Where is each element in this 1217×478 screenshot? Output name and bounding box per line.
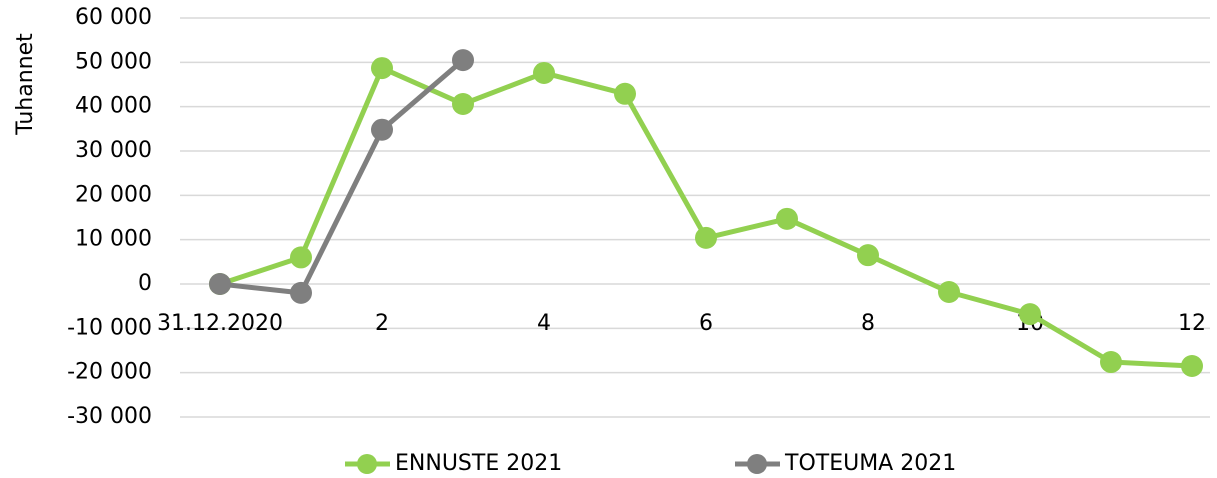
- data-point: [371, 118, 393, 141]
- data-point: [1100, 351, 1122, 374]
- x-tick-label: 8: [861, 311, 875, 336]
- y-tick-label: 20 000: [75, 182, 152, 207]
- legend-marker: [357, 454, 377, 474]
- legend-label: TOTEUMA 2021: [784, 451, 956, 476]
- data-point: [209, 273, 231, 295]
- x-tick-label: 6: [699, 311, 713, 336]
- legend-marker: [747, 454, 767, 474]
- series-line: [219, 58, 465, 296]
- data-point: [290, 246, 312, 269]
- y-tick-label: 40 000: [75, 94, 152, 119]
- data-point: [290, 281, 312, 304]
- legend-label: ENNUSTE 2021: [395, 451, 562, 476]
- y-tick-label: 0: [138, 271, 152, 296]
- x-tick-label: 2: [375, 311, 389, 336]
- y-tick-label: -20 000: [67, 360, 152, 385]
- y-tick-label: 30 000: [75, 138, 152, 163]
- x-tick-label: 12: [1178, 311, 1206, 336]
- data-point: [452, 93, 474, 116]
- y-tick-label: 60 000: [75, 5, 152, 30]
- y-tick-label: 50 000: [75, 49, 152, 74]
- y-tick-label: -10 000: [67, 315, 152, 340]
- data-point: [1181, 355, 1203, 378]
- data-point: [371, 57, 393, 80]
- data-point: [452, 49, 474, 72]
- x-tick-label: 4: [537, 311, 551, 336]
- data-point: [776, 207, 798, 230]
- data-point: [938, 280, 960, 303]
- y-tick-label: 10 000: [75, 227, 152, 252]
- y-tick-label: -30 000: [67, 404, 152, 429]
- data-point: [1019, 303, 1041, 326]
- data-point: [614, 82, 636, 105]
- x-tick-label: 31.12.2020: [157, 311, 283, 336]
- data-point: [695, 226, 717, 249]
- y-axis-title: Tuhannet: [13, 33, 38, 136]
- data-point: [857, 244, 879, 267]
- data-point: [533, 61, 555, 84]
